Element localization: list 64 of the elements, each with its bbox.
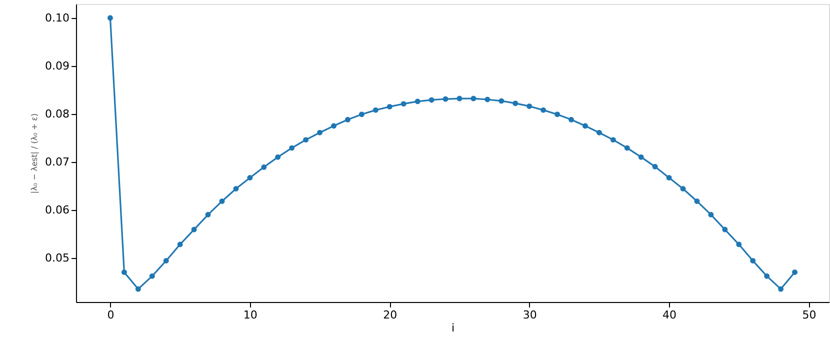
point xyxy=(554,112,560,118)
point xyxy=(470,96,476,102)
x-tick-label: 0 xyxy=(107,308,114,322)
point xyxy=(792,270,798,275)
point xyxy=(149,273,155,279)
y-axis-title: |λ₀ − λest| / (λ₀ + ε) xyxy=(30,113,40,194)
point xyxy=(610,137,616,143)
point xyxy=(303,137,309,143)
point xyxy=(261,164,267,170)
x-tick-label: 20 xyxy=(383,308,398,322)
y-tick-label: 0.09 xyxy=(45,59,70,72)
point xyxy=(233,186,239,192)
point xyxy=(736,242,742,248)
point xyxy=(275,154,281,160)
x-tick-label: 40 xyxy=(662,308,677,322)
point xyxy=(344,116,350,122)
point xyxy=(191,226,197,232)
point xyxy=(177,242,183,248)
point xyxy=(121,270,127,275)
point xyxy=(498,98,504,104)
y-tick-label: 0.10 xyxy=(45,11,70,24)
x-axis-title: i xyxy=(451,322,455,334)
point xyxy=(638,154,644,160)
point xyxy=(764,273,770,279)
point xyxy=(694,198,700,204)
point xyxy=(456,96,462,102)
point xyxy=(624,145,630,151)
point xyxy=(317,130,323,136)
point xyxy=(428,97,434,103)
y-tick-label: 0.08 xyxy=(45,107,70,120)
point xyxy=(107,15,113,21)
point xyxy=(526,103,532,109)
point xyxy=(722,226,728,232)
point xyxy=(582,123,588,129)
point xyxy=(666,174,672,180)
x-tick-label: 10 xyxy=(243,308,258,322)
y-tick-label: 0.05 xyxy=(45,251,70,264)
point xyxy=(540,107,546,113)
point xyxy=(652,164,658,170)
point xyxy=(372,107,378,113)
y-tick-label: 0.06 xyxy=(45,203,70,216)
point xyxy=(135,286,141,292)
point xyxy=(568,116,574,122)
x-tick-label: 30 xyxy=(522,308,537,322)
point xyxy=(484,96,490,102)
point xyxy=(386,104,392,110)
point xyxy=(331,123,336,129)
point xyxy=(778,286,784,292)
y-tick-label: 0.07 xyxy=(45,155,70,168)
point xyxy=(219,198,225,204)
point xyxy=(289,145,295,151)
point xyxy=(750,258,756,264)
x-tick-label: 50 xyxy=(802,308,816,322)
point xyxy=(708,212,714,218)
point xyxy=(414,98,420,104)
point xyxy=(163,258,169,264)
point xyxy=(247,174,253,180)
point xyxy=(400,101,406,107)
point xyxy=(442,96,448,102)
point xyxy=(596,130,602,136)
point xyxy=(205,212,211,218)
point xyxy=(358,112,364,118)
point xyxy=(680,186,686,192)
point xyxy=(512,100,518,106)
